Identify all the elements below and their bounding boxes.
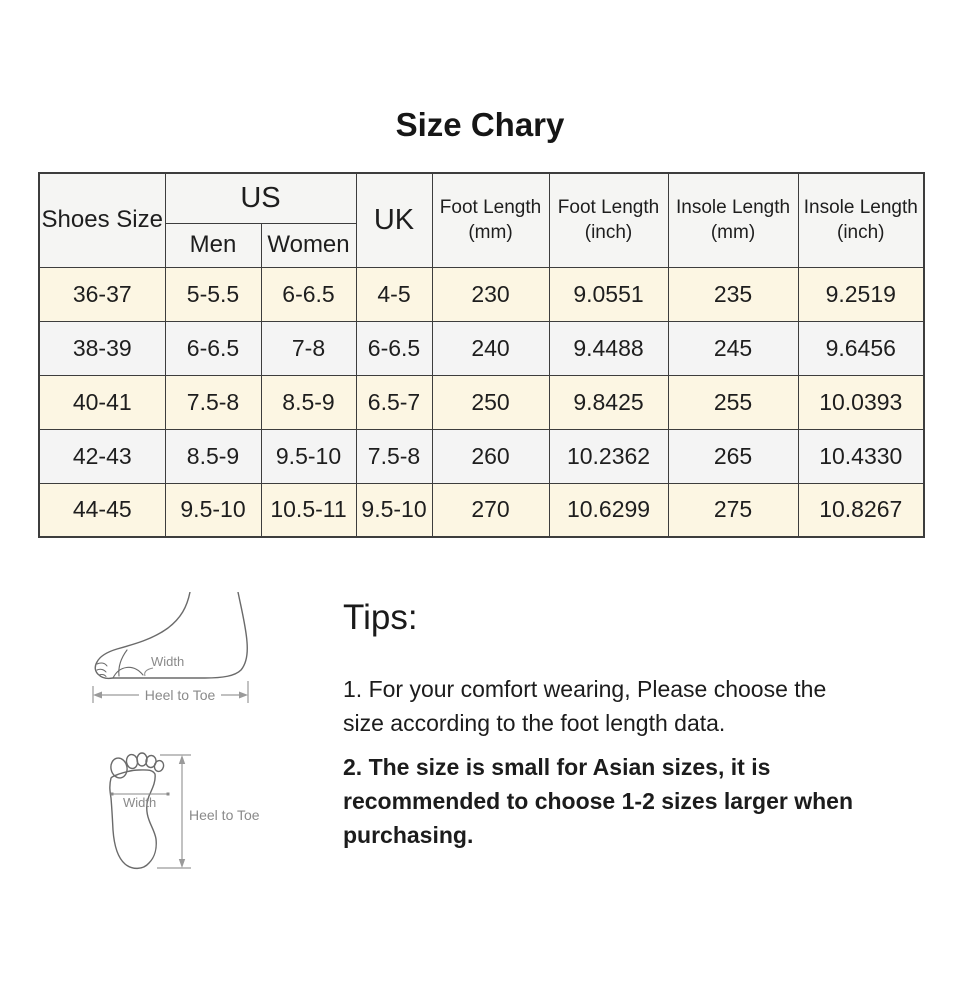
header-line-2: (inch) [837, 222, 885, 244]
page-title: Size Chary [395, 106, 565, 143]
header-insole-length-inch: Insole Length (inch) [797, 172, 925, 268]
footprint-heel-to-toe-dimension [157, 754, 191, 869]
tip-1-text: 1. For your comfort wearing, Please choo… [343, 676, 827, 736]
cell-us-women: 7-8 [260, 320, 357, 376]
cell-insole-mm: 265 [667, 428, 799, 484]
header-line-2: (mm) [468, 222, 513, 244]
cell-foot-mm: 230 [431, 266, 550, 322]
footprint-heel-to-toe-label: Heel to Toe [189, 807, 260, 823]
header-foot-length-mm: Foot Length (mm) [431, 172, 550, 268]
footprint-diagram: Width Heel to Toe [109, 752, 260, 870]
tips-heading: Tips: [343, 598, 418, 637]
header-line-1: Foot Length [439, 197, 542, 219]
header-line-2: (mm) [710, 222, 756, 244]
header-line-2: (inch) [584, 222, 633, 244]
cell-shoes-size: 44-45 [38, 482, 166, 538]
foot-side-outline [94, 592, 248, 680]
cell-shoes-size: 36-37 [38, 266, 166, 322]
cell-us-men: 7.5-8 [164, 374, 262, 430]
foot-side-view-diagram: Width Heel to Toe [92, 592, 249, 703]
cell-us-men: 9.5-10 [164, 482, 262, 538]
arrow-up-icon [178, 755, 186, 764]
header-shoes-size: Shoes Size [38, 172, 166, 268]
cell-insole-inch: 10.8267 [797, 482, 925, 538]
arrow-left-icon [93, 691, 102, 699]
cell-us-men: 6-6.5 [164, 320, 262, 376]
header-uk: UK [355, 172, 433, 268]
cell-uk: 7.5-8 [355, 428, 433, 484]
tip-2-text: 2. The size is small for Asian sizes, it… [343, 754, 853, 848]
header-us: US [164, 172, 357, 224]
cell-uk: 6.5-7 [355, 374, 433, 430]
footprint-outline [109, 752, 165, 870]
cell-us-women: 8.5-9 [260, 374, 357, 430]
header-foot-length-inch: Foot Length (inch) [548, 172, 669, 268]
cell-insole-inch: 10.0393 [797, 374, 925, 430]
cell-foot-inch: 10.6299 [548, 482, 669, 538]
cell-us-women: 9.5-10 [260, 428, 357, 484]
header-line-1: Insole Length [803, 197, 918, 219]
cell-foot-inch: 10.2362 [548, 428, 669, 484]
header-row-2: Men Women [39, 222, 924, 268]
table-row: 44-45 9.5-10 10.5-11 9.5-10 270 10.6299 … [38, 482, 925, 538]
cell-insole-mm: 275 [667, 482, 799, 538]
footprint-width-dimension [110, 792, 170, 796]
header-us-women: Women [260, 222, 357, 268]
cell-foot-inch: 9.0551 [548, 266, 669, 322]
cell-us-men: 8.5-9 [164, 428, 262, 484]
cell-us-women: 6-6.5 [260, 266, 357, 322]
cell-insole-mm: 255 [667, 374, 799, 430]
arrow-right-icon [239, 691, 248, 699]
header-line-1: Insole Length [675, 197, 791, 219]
cell-foot-mm: 240 [431, 320, 550, 376]
size-table-body: 36-37 5-5.5 6-6.5 4-5 230 9.0551 235 9.2… [38, 266, 925, 538]
size-table-header: Shoes Size US UK Foot Length (mm) Foot L… [38, 172, 925, 268]
footprint-width-label: Width [123, 795, 156, 810]
cell-insole-inch: 10.4330 [797, 428, 925, 484]
cell-shoes-size: 42-43 [38, 428, 166, 484]
arrow-down-icon [178, 859, 186, 868]
cell-uk: 9.5-10 [355, 482, 433, 538]
cell-insole-mm: 245 [667, 320, 799, 376]
cell-foot-mm: 270 [431, 482, 550, 538]
header-line-1: Foot Length [557, 197, 660, 219]
cell-insole-mm: 235 [667, 266, 799, 322]
cell-us-women: 10.5-11 [260, 482, 357, 538]
heel-to-toe-dimension [92, 681, 249, 703]
table-row: 38-39 6-6.5 7-8 6-6.5 240 9.4488 245 9.6… [38, 320, 925, 376]
cell-insole-inch: 9.6456 [797, 320, 925, 376]
cell-foot-inch: 9.8425 [548, 374, 669, 430]
side-width-label: Width [151, 654, 184, 669]
table-row: 36-37 5-5.5 6-6.5 4-5 230 9.0551 235 9.2… [38, 266, 925, 322]
cell-shoes-size: 38-39 [38, 320, 166, 376]
size-table: Shoes Size US UK Foot Length (mm) Foot L… [38, 172, 926, 538]
cell-foot-inch: 9.4488 [548, 320, 669, 376]
side-heel-to-toe-label: Heel to Toe [145, 687, 216, 703]
cell-us-men: 5-5.5 [164, 266, 262, 322]
width-leader-line [144, 667, 154, 677]
header-row-1: Shoes Size US UK Foot Length (mm) Foot L… [38, 172, 925, 268]
cell-foot-mm: 250 [431, 374, 550, 430]
table-row: 42-43 8.5-9 9.5-10 7.5-8 260 10.2362 265… [38, 428, 925, 484]
cell-foot-mm: 260 [431, 428, 550, 484]
cell-uk: 6-6.5 [355, 320, 433, 376]
cell-uk: 4-5 [355, 266, 433, 322]
header-us-men: Men [164, 222, 262, 268]
header-insole-length-mm: Insole Length (mm) [667, 172, 799, 268]
cell-insole-inch: 9.2519 [797, 266, 925, 322]
cell-shoes-size: 40-41 [38, 374, 166, 430]
table-row: 40-41 7.5-8 8.5-9 6.5-7 250 9.8425 255 1… [38, 374, 925, 430]
